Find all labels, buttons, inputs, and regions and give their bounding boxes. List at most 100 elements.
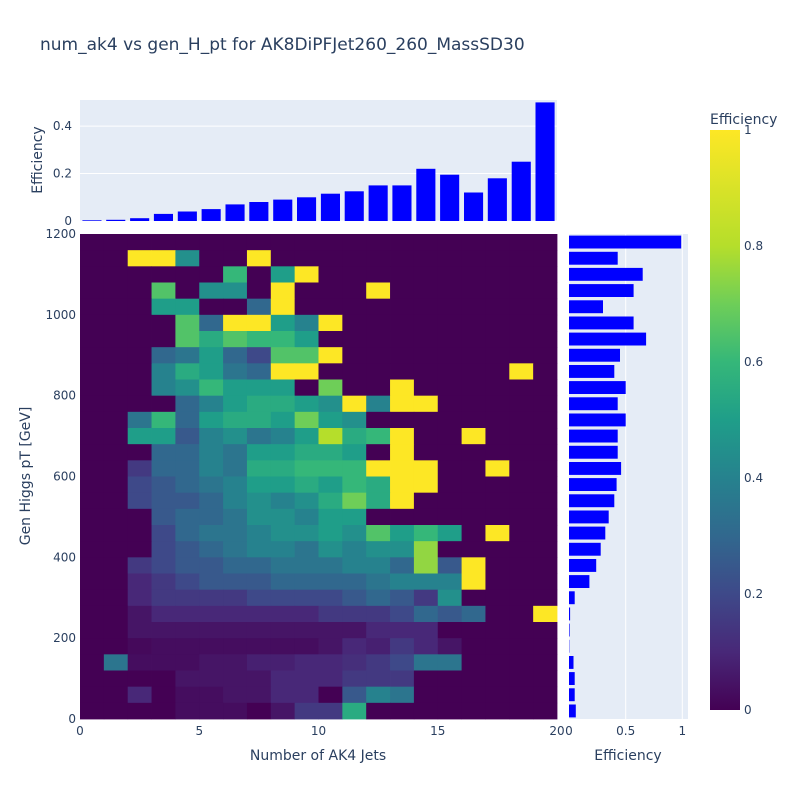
heatmap-cell bbox=[533, 492, 558, 510]
heatmap-cell bbox=[413, 702, 439, 720]
heatmap-cell bbox=[151, 347, 176, 364]
heatmap-cell bbox=[437, 298, 462, 316]
right-histogram-bar bbox=[569, 623, 570, 637]
heatmap-cell bbox=[246, 444, 272, 461]
heatmap-cell bbox=[246, 541, 272, 558]
heatmap-cell bbox=[127, 347, 152, 364]
heatmap-cell bbox=[533, 282, 558, 300]
heatmap-cell bbox=[199, 282, 224, 300]
heatmap-cell bbox=[151, 363, 176, 380]
heatmap-cell bbox=[413, 234, 439, 251]
heatmap-cell bbox=[461, 670, 486, 688]
heatmap-cell bbox=[485, 605, 510, 623]
heatmap-cell bbox=[80, 444, 105, 461]
heatmap-cell bbox=[533, 266, 558, 283]
heatmap-cell bbox=[366, 605, 391, 623]
heatmap-cell bbox=[199, 250, 224, 267]
heatmap-cell bbox=[175, 492, 200, 510]
heatmap-cell bbox=[533, 605, 558, 623]
heatmap-cell bbox=[366, 363, 391, 380]
heatmap-cell bbox=[461, 331, 486, 348]
heatmap-cell bbox=[366, 573, 391, 591]
heatmap-cell bbox=[413, 460, 439, 477]
heatmap-cell bbox=[366, 476, 391, 494]
heatmap-cell bbox=[151, 670, 176, 688]
heatmap-cell bbox=[342, 492, 367, 510]
heatmap-cell bbox=[509, 444, 534, 461]
heatmap-cell bbox=[103, 347, 129, 364]
heatmap-cell bbox=[413, 492, 439, 510]
heatmap-cell bbox=[151, 557, 176, 574]
heatmap-cell bbox=[485, 557, 510, 574]
heatmap-cell bbox=[461, 234, 486, 251]
top-histogram-panel: 0 0.2 0.4 Efficiency bbox=[30, 100, 557, 228]
heatmap-cell bbox=[413, 428, 439, 445]
top-histogram-bar bbox=[487, 178, 507, 221]
heatmap-cell bbox=[151, 460, 176, 477]
heatmap-cell bbox=[223, 250, 248, 267]
heatmap-cell bbox=[270, 654, 296, 671]
heatmap-cell bbox=[199, 686, 224, 704]
heatmap-cell bbox=[246, 266, 272, 283]
heatmap-cell bbox=[390, 347, 415, 364]
heatmap-cell bbox=[80, 508, 105, 526]
heatmap-cell bbox=[366, 444, 391, 461]
heatmap-cell bbox=[342, 395, 367, 413]
heatmap-cell bbox=[485, 654, 510, 671]
heatmap-cell bbox=[509, 379, 534, 397]
heatmap-cell bbox=[366, 541, 391, 558]
heatmap-cell bbox=[390, 428, 415, 445]
heatmap-cell bbox=[80, 347, 105, 364]
heatmap-cell bbox=[103, 605, 129, 623]
heatmap-cell bbox=[342, 557, 367, 574]
top-histogram-bar bbox=[535, 102, 555, 221]
heatmap-cell bbox=[270, 363, 296, 380]
heatmap-cell bbox=[437, 363, 462, 380]
heatmap-cell bbox=[175, 605, 200, 623]
heatmap-cell bbox=[270, 234, 296, 251]
heatmap-cell bbox=[127, 654, 152, 671]
heatmap-cell bbox=[533, 250, 558, 267]
heatmap-cell bbox=[342, 460, 367, 477]
heatmap-cell bbox=[533, 298, 558, 316]
top-histogram-bar bbox=[249, 202, 269, 221]
heatmap-cell bbox=[461, 298, 486, 316]
heatmap-cell bbox=[437, 557, 462, 574]
heatmap-cell bbox=[199, 508, 224, 526]
heatmap-cell bbox=[199, 314, 224, 332]
heatmap-cell bbox=[294, 622, 319, 639]
heatmap-cell bbox=[294, 670, 319, 688]
heatmap-cell bbox=[533, 638, 558, 655]
heatmap-cell bbox=[175, 282, 200, 300]
heatmap-cell bbox=[175, 379, 200, 397]
heatmap-cell bbox=[485, 411, 510, 429]
heatmap-cell bbox=[127, 525, 152, 542]
heatmap-cell bbox=[461, 476, 486, 494]
heatmap-cell bbox=[175, 395, 200, 413]
heatmap-cell bbox=[199, 557, 224, 574]
heatmap-cell bbox=[533, 379, 558, 397]
heatmap-cell bbox=[294, 363, 319, 380]
heatmap-cell bbox=[270, 460, 296, 477]
heatmap-y-tick-label: 0 bbox=[68, 712, 76, 726]
heatmap-cell bbox=[103, 686, 129, 704]
heatmap-cell bbox=[509, 686, 534, 704]
heatmap-cell bbox=[366, 589, 391, 607]
heatmap-cell bbox=[533, 702, 558, 720]
heatmap-cell bbox=[533, 395, 558, 413]
heatmap-cell bbox=[437, 282, 462, 300]
heatmap-x-tick-label: 15 bbox=[430, 724, 445, 738]
heatmap-cell bbox=[461, 557, 486, 574]
heatmap-cell bbox=[127, 444, 152, 461]
heatmap-cell bbox=[223, 347, 248, 364]
heatmap-cell bbox=[103, 541, 129, 558]
heatmap-y-tick-label: 1000 bbox=[45, 308, 76, 322]
heatmap-cell bbox=[461, 266, 486, 283]
colorbar-gradient bbox=[710, 130, 740, 710]
heatmap-cell bbox=[437, 444, 462, 461]
heatmap-cell bbox=[270, 347, 296, 364]
heatmap-cell bbox=[533, 508, 558, 526]
heatmap-cell bbox=[80, 314, 105, 332]
heatmap-cell bbox=[342, 282, 367, 300]
heatmap-cell bbox=[175, 589, 200, 607]
